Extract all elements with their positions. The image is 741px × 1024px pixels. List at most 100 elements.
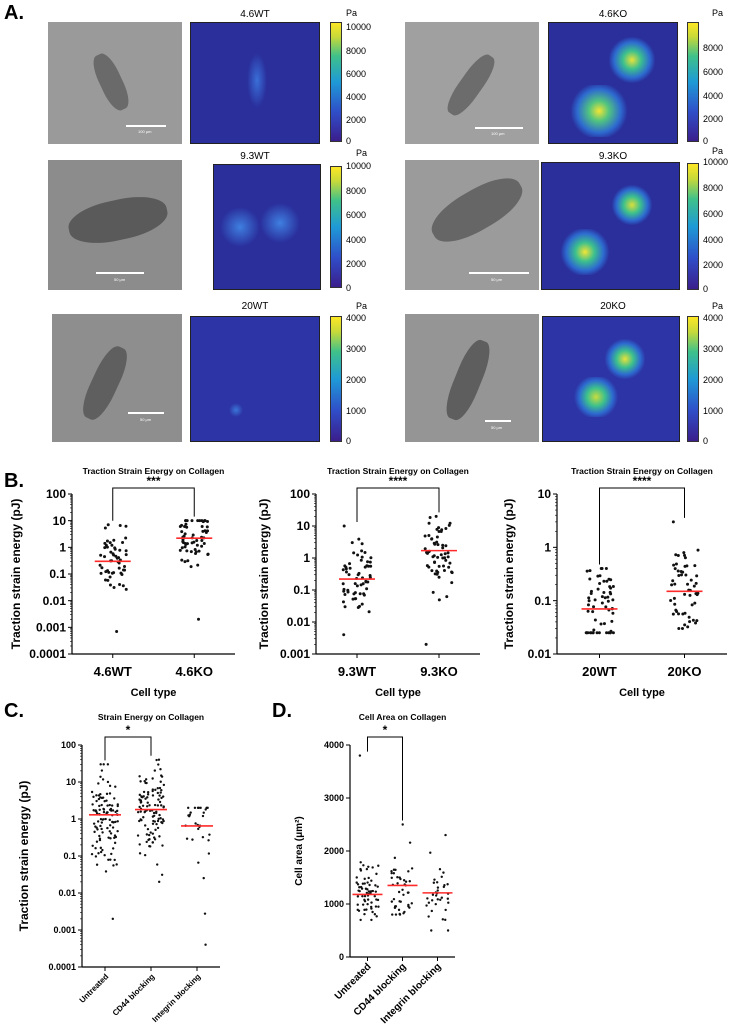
y-tick-label: 3000 [324, 793, 344, 803]
colorbar-tick: 4000 [703, 313, 724, 323]
data-point [162, 783, 166, 787]
data-point [586, 609, 590, 613]
data-point [433, 572, 437, 576]
colorbar-tick: 0 [346, 136, 352, 146]
data-point [158, 786, 162, 790]
data-point [430, 899, 434, 902]
data-point [107, 858, 110, 862]
traction-heatmap-20ko [542, 316, 680, 442]
data-point [115, 863, 118, 866]
data-point [144, 797, 147, 800]
data-point [189, 550, 193, 554]
data-point [153, 769, 157, 772]
data-point [91, 844, 94, 847]
data-point [162, 806, 165, 809]
chart-title: Strain Energy on Collagen [98, 712, 204, 722]
data-point [434, 894, 438, 897]
data-point [402, 879, 406, 882]
data-point [106, 578, 110, 582]
scale-bar-label: 50 μm [491, 425, 503, 430]
data-point [436, 898, 439, 901]
data-point [112, 553, 116, 557]
data-point [119, 571, 123, 575]
data-point [153, 820, 157, 823]
data-point [356, 908, 359, 912]
data-point [157, 880, 161, 884]
y-tick-label: 0.1 [293, 583, 310, 597]
data-point [671, 579, 675, 583]
y-tick-label: 1000 [324, 899, 344, 909]
significance-marker: * [126, 723, 131, 737]
data-point [440, 896, 444, 899]
data-point [360, 555, 364, 559]
heatmap-title: 4.6WT [240, 9, 270, 20]
data-point [183, 545, 187, 549]
data-point [115, 556, 119, 560]
data-point [103, 578, 107, 582]
data-point [436, 889, 439, 892]
data-point [161, 821, 164, 825]
y-axis-label: Traction strain energy (pJ) [9, 499, 23, 650]
data-point [145, 840, 148, 844]
data-point [138, 852, 142, 855]
data-point [108, 541, 112, 545]
data-point [696, 548, 700, 552]
colorbar-tick: 10000 [346, 22, 372, 32]
data-point [183, 525, 187, 529]
data-point [96, 820, 100, 823]
data-point [592, 605, 596, 609]
data-point [596, 587, 600, 591]
data-point [675, 609, 679, 613]
significance-bracket [356, 487, 440, 522]
data-point [203, 529, 207, 533]
data-point [396, 876, 399, 879]
data-point [352, 592, 356, 596]
data-point [155, 810, 158, 813]
data-point [111, 847, 115, 850]
x-tick-label: 9.3KO [420, 664, 458, 679]
data-point [141, 804, 145, 808]
data-point [587, 596, 591, 600]
data-point [142, 795, 145, 798]
data-point [401, 888, 404, 891]
data-point [447, 565, 451, 569]
data-point [441, 543, 445, 547]
data-point [194, 822, 197, 825]
data-point [436, 555, 440, 559]
data-point [683, 592, 687, 596]
data-point [366, 898, 370, 901]
data-point [103, 555, 107, 559]
data-point [124, 549, 128, 553]
data-point [197, 861, 200, 864]
scale-bar [485, 420, 511, 422]
data-point [158, 800, 162, 804]
y-axis-label: Traction strain energy (pJ) [502, 499, 516, 650]
colorbar-tick: 0 [346, 436, 352, 446]
data-point [366, 560, 370, 564]
data-point [100, 803, 103, 807]
data-point [124, 536, 128, 540]
data-point [192, 540, 196, 544]
y-tick-label: 10 [538, 487, 552, 501]
data-point [114, 820, 117, 824]
data-point [586, 603, 590, 607]
data-point [97, 782, 100, 785]
data-point [410, 902, 413, 905]
data-point [677, 612, 681, 616]
data-point [92, 795, 95, 799]
data-point [143, 824, 147, 827]
x-axis-label: Cell type [131, 687, 177, 699]
data-point [200, 544, 204, 548]
panel-label-d: D. [272, 700, 292, 722]
colorbar-tick: 6000 [346, 210, 367, 220]
y-tick-label: 0.001 [280, 647, 310, 661]
data-point [356, 553, 360, 557]
data-point [683, 556, 687, 560]
data-point [394, 913, 398, 916]
data-point [398, 900, 401, 903]
data-point [669, 599, 673, 603]
data-point [106, 804, 109, 807]
data-point [671, 520, 675, 524]
data-point [432, 881, 436, 884]
data-series [390, 823, 414, 916]
